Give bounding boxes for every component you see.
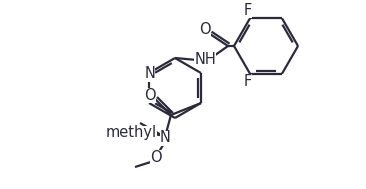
Text: F: F xyxy=(244,3,252,18)
Text: N: N xyxy=(145,67,156,81)
Text: methyl: methyl xyxy=(105,125,157,140)
Text: N: N xyxy=(160,130,171,146)
Text: F: F xyxy=(244,74,252,89)
Text: NH: NH xyxy=(194,53,216,67)
Text: O: O xyxy=(144,88,156,102)
Text: O: O xyxy=(150,149,162,164)
Text: O: O xyxy=(199,22,211,37)
